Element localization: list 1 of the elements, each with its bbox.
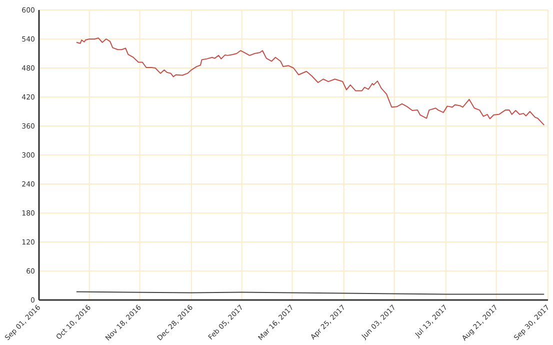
line-series (76, 38, 545, 126)
